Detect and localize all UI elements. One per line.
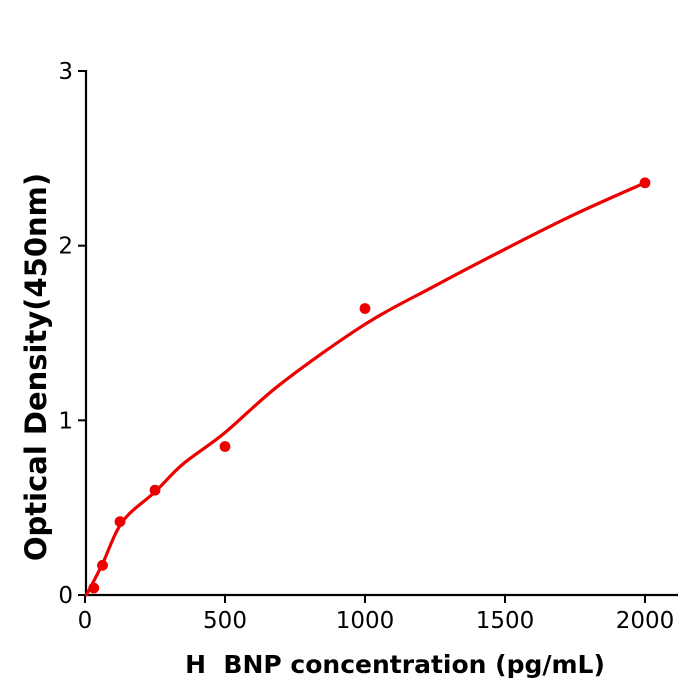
axes: 0 500 1000 1500 2000 0 1 2 3 [58,59,678,634]
data-point [639,177,651,189]
y-tick-label: 2 [58,234,73,260]
x-tick-label: 1500 [476,608,535,634]
x-tick-label: 2000 [616,608,675,634]
data-point [149,484,161,496]
y-axis-title: Optical Density(450nm) [19,173,53,561]
x-tick-label: 1000 [336,608,395,634]
x-axis-title: H BNP concentration (pg/mL) [185,650,605,679]
data-point [114,516,126,527]
x-tick-label: 500 [203,608,247,634]
y-tick-label: 0 [58,583,73,609]
data-point [88,582,100,594]
x-tick-label: 0 [78,608,93,634]
y-tick-label: 1 [58,408,73,434]
plot-area [84,177,651,597]
data-point [359,303,371,314]
fit-curve-line [84,181,647,597]
data-point [97,559,108,571]
y-tick-label: 3 [58,59,73,85]
data-point [219,441,231,452]
